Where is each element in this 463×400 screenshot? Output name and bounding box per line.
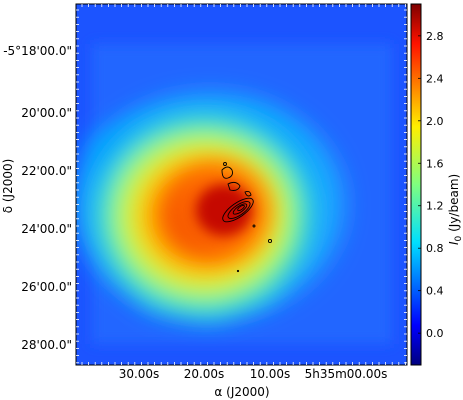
- x-axis-label: α (J2000): [214, 385, 269, 399]
- x-tick-label: 10.00s: [250, 367, 291, 381]
- contour: [221, 166, 233, 179]
- y-tick-label: 24'00.0": [21, 222, 72, 236]
- y-tick-label: 22'00.0": [21, 164, 72, 178]
- x-tick-label: 20.00s: [184, 367, 225, 381]
- peak-core: [196, 184, 252, 236]
- contour: [227, 181, 241, 191]
- colorbar-label: I0 (Jy/beam): [447, 174, 463, 245]
- contour: [244, 190, 252, 197]
- colorbar-gradient: [411, 4, 421, 365]
- x-tick-label: 5h35m00.00s: [305, 367, 388, 381]
- contour: [252, 224, 256, 228]
- colorbar-tick-label: 0.0: [426, 327, 444, 340]
- colorbar-tick-label: 0.8: [426, 242, 444, 255]
- contour: [236, 269, 240, 273]
- plot-ticks: [76, 4, 407, 365]
- colorbar-tick-label: 1.2: [426, 200, 444, 213]
- colorbar-tick-label: 2.4: [426, 72, 444, 85]
- contour: [237, 204, 245, 212]
- colorbar-frame: [410, 3, 422, 366]
- colorbar-tick-label: 1.6: [426, 157, 444, 170]
- colorbar-tick-label: 2.0: [426, 115, 444, 128]
- contour: [232, 203, 248, 215]
- contour: [223, 162, 227, 166]
- y-axis: -5°18'00.0" 20'00.0" 22'00.0" 24'00.0" 2…: [1, 44, 72, 352]
- colorbar-tick-label: 2.8: [426, 30, 444, 43]
- contour: [267, 238, 273, 244]
- intensity-map: [76, 4, 407, 365]
- y-tick-label: -5°18'00.0": [3, 44, 72, 58]
- y-tick-label: 28'00.0": [21, 338, 72, 352]
- contours: [221, 162, 273, 273]
- contour: [227, 201, 251, 219]
- y-axis-label: δ (J2000): [1, 159, 15, 214]
- colorbar: 0.0 0.4 0.8 1.2 1.6 2.0 2.4 2.8 I0 (Jy/beam): [410, 3, 463, 366]
- y-tick-label: 26'00.0": [21, 280, 72, 294]
- contour: [222, 197, 254, 223]
- x-tick-label: 30.00s: [119, 367, 160, 381]
- y-tick-label: 20'00.0": [21, 106, 72, 120]
- colorbar-ticks: 0.0 0.4 0.8 1.2 1.6 2.0 2.4 2.8: [418, 30, 444, 340]
- plot-frame: [75, 3, 408, 366]
- x-axis: 30.00s 20.00s 10.00s 5h35m00.00s α (J200…: [119, 367, 388, 399]
- colorbar-tick-label: 0.4: [426, 285, 444, 298]
